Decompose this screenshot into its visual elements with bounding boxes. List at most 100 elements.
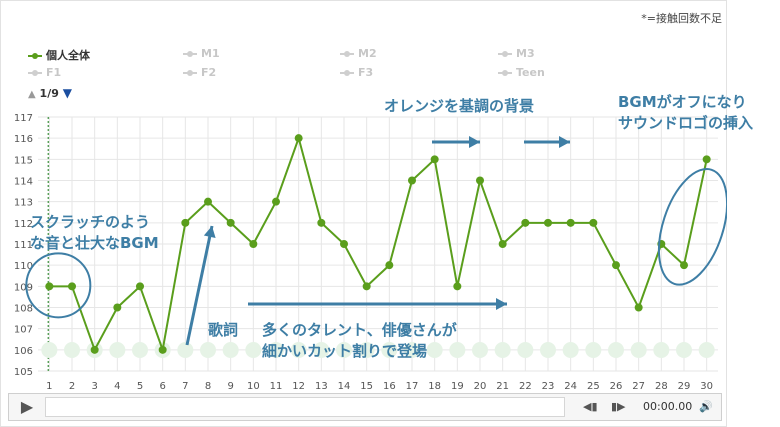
y-tick-label: 117 bbox=[14, 113, 33, 124]
lyrics-arrow bbox=[185, 225, 214, 346]
scene-marker bbox=[41, 342, 58, 358]
scene-marker bbox=[449, 342, 466, 358]
data-point bbox=[204, 197, 212, 206]
scene-marker bbox=[64, 342, 80, 358]
legend-item-f1[interactable]: F1 bbox=[28, 66, 61, 79]
data-point bbox=[612, 261, 620, 270]
data-point bbox=[68, 282, 76, 291]
x-tick-label: 13 bbox=[315, 381, 328, 390]
x-tick-label: 17 bbox=[406, 381, 419, 390]
data-point bbox=[272, 197, 280, 206]
scene-marker bbox=[540, 342, 556, 358]
orange-arrow-2-head bbox=[559, 136, 570, 148]
orange-arrow-1-head bbox=[469, 136, 480, 148]
x-tick-label: 9 bbox=[227, 381, 233, 390]
x-tick-label: 20 bbox=[474, 381, 487, 390]
legend-marker-icon bbox=[183, 68, 197, 78]
pager-up-icon[interactable]: ▲ bbox=[28, 89, 36, 100]
scene-marker bbox=[653, 342, 670, 358]
scene-marker bbox=[336, 342, 352, 358]
y-tick-label: 111 bbox=[14, 240, 33, 251]
next-frame-button[interactable]: ▮▶ bbox=[611, 400, 626, 413]
data-point bbox=[498, 240, 507, 248]
volume-icon[interactable]: 🔊 bbox=[699, 400, 713, 413]
legend-marker-icon bbox=[28, 68, 42, 78]
data-point bbox=[158, 345, 167, 354]
y-tick-label: 116 bbox=[14, 134, 33, 145]
x-tick-label: 29 bbox=[678, 381, 691, 390]
data-point bbox=[544, 218, 552, 227]
time-display: 00:00.00 bbox=[643, 400, 693, 413]
data-point bbox=[589, 218, 598, 227]
x-tick-label: 30 bbox=[700, 381, 713, 390]
legend-item-teen[interactable]: Teen bbox=[498, 66, 545, 79]
x-tick-label: 21 bbox=[496, 381, 509, 390]
highlight-circle-start bbox=[25, 252, 92, 319]
legend-item-m2[interactable]: M2 bbox=[340, 47, 377, 60]
data-point bbox=[680, 261, 688, 270]
data-point bbox=[453, 282, 462, 291]
scene-marker bbox=[676, 342, 692, 358]
data-point bbox=[430, 155, 439, 164]
scene-marker bbox=[426, 342, 443, 358]
data-point bbox=[521, 218, 530, 227]
seek-bar[interactable] bbox=[45, 397, 565, 417]
legend-marker-icon bbox=[340, 49, 354, 59]
legend-marker-icon bbox=[340, 68, 354, 78]
data-point bbox=[226, 218, 235, 227]
insufficient-contact-note: *=接触回数不足 bbox=[641, 12, 722, 25]
lyrics-arrow-head bbox=[203, 226, 216, 238]
pager-down-icon[interactable]: ▼ bbox=[62, 86, 72, 100]
x-tick-label: 16 bbox=[383, 381, 396, 390]
data-point bbox=[566, 218, 575, 227]
scene-marker bbox=[132, 342, 148, 358]
x-tick-label: 22 bbox=[519, 381, 532, 390]
scene-marker bbox=[630, 342, 647, 358]
data-point bbox=[136, 282, 144, 291]
data-point bbox=[113, 303, 122, 312]
legend-item-individual-total[interactable]: 個人全体 bbox=[28, 47, 90, 63]
x-tick-label: 8 bbox=[205, 381, 211, 390]
scene-marker bbox=[404, 342, 420, 358]
highlight-ellipse-end bbox=[657, 168, 727, 286]
data-point bbox=[90, 345, 99, 354]
data-point bbox=[634, 303, 643, 312]
x-tick-label: 23 bbox=[542, 381, 555, 390]
legend-marker-icon bbox=[498, 68, 512, 78]
y-tick-label: 108 bbox=[14, 304, 33, 315]
y-tick-label: 115 bbox=[14, 155, 33, 166]
play-button[interactable]: ▶ bbox=[20, 397, 34, 416]
scene-marker bbox=[381, 342, 398, 358]
legend-item-f2[interactable]: F2 bbox=[183, 66, 216, 79]
talent-arrow-head bbox=[496, 298, 507, 310]
scene-marker bbox=[109, 342, 126, 358]
data-point bbox=[45, 282, 54, 291]
series-line bbox=[49, 134, 708, 354]
pager-label: 1/9 bbox=[39, 87, 59, 100]
x-tick-label: 7 bbox=[182, 381, 188, 390]
scene-marker bbox=[358, 342, 375, 358]
data-point bbox=[385, 261, 394, 270]
scene-marker bbox=[222, 342, 239, 358]
x-tick-label: 14 bbox=[338, 381, 351, 390]
x-tick-label: 15 bbox=[360, 381, 373, 390]
data-point bbox=[362, 282, 371, 291]
scene-marker bbox=[177, 342, 194, 358]
y-tick-label: 105 bbox=[14, 367, 33, 378]
prev-frame-button[interactable]: ◀▮ bbox=[583, 400, 598, 413]
scene-marker bbox=[290, 342, 307, 358]
legend-item-m3[interactable]: M3 bbox=[498, 47, 535, 60]
data-point bbox=[317, 218, 326, 227]
x-tick-label: 1 bbox=[46, 381, 52, 390]
x-tick-label: 18 bbox=[428, 381, 441, 390]
legend-item-f3[interactable]: F3 bbox=[340, 66, 373, 79]
x-tick-label: 26 bbox=[610, 381, 623, 390]
legend-marker-icon bbox=[28, 51, 42, 61]
x-tick-label: 19 bbox=[451, 381, 464, 390]
scene-marker bbox=[494, 342, 511, 358]
x-tick-label: 11 bbox=[270, 381, 283, 390]
y-tick-label: 114 bbox=[14, 177, 33, 188]
legend-item-m1[interactable]: M1 bbox=[183, 47, 220, 60]
scene-marker bbox=[698, 342, 715, 358]
y-tick-label: 106 bbox=[14, 346, 33, 357]
